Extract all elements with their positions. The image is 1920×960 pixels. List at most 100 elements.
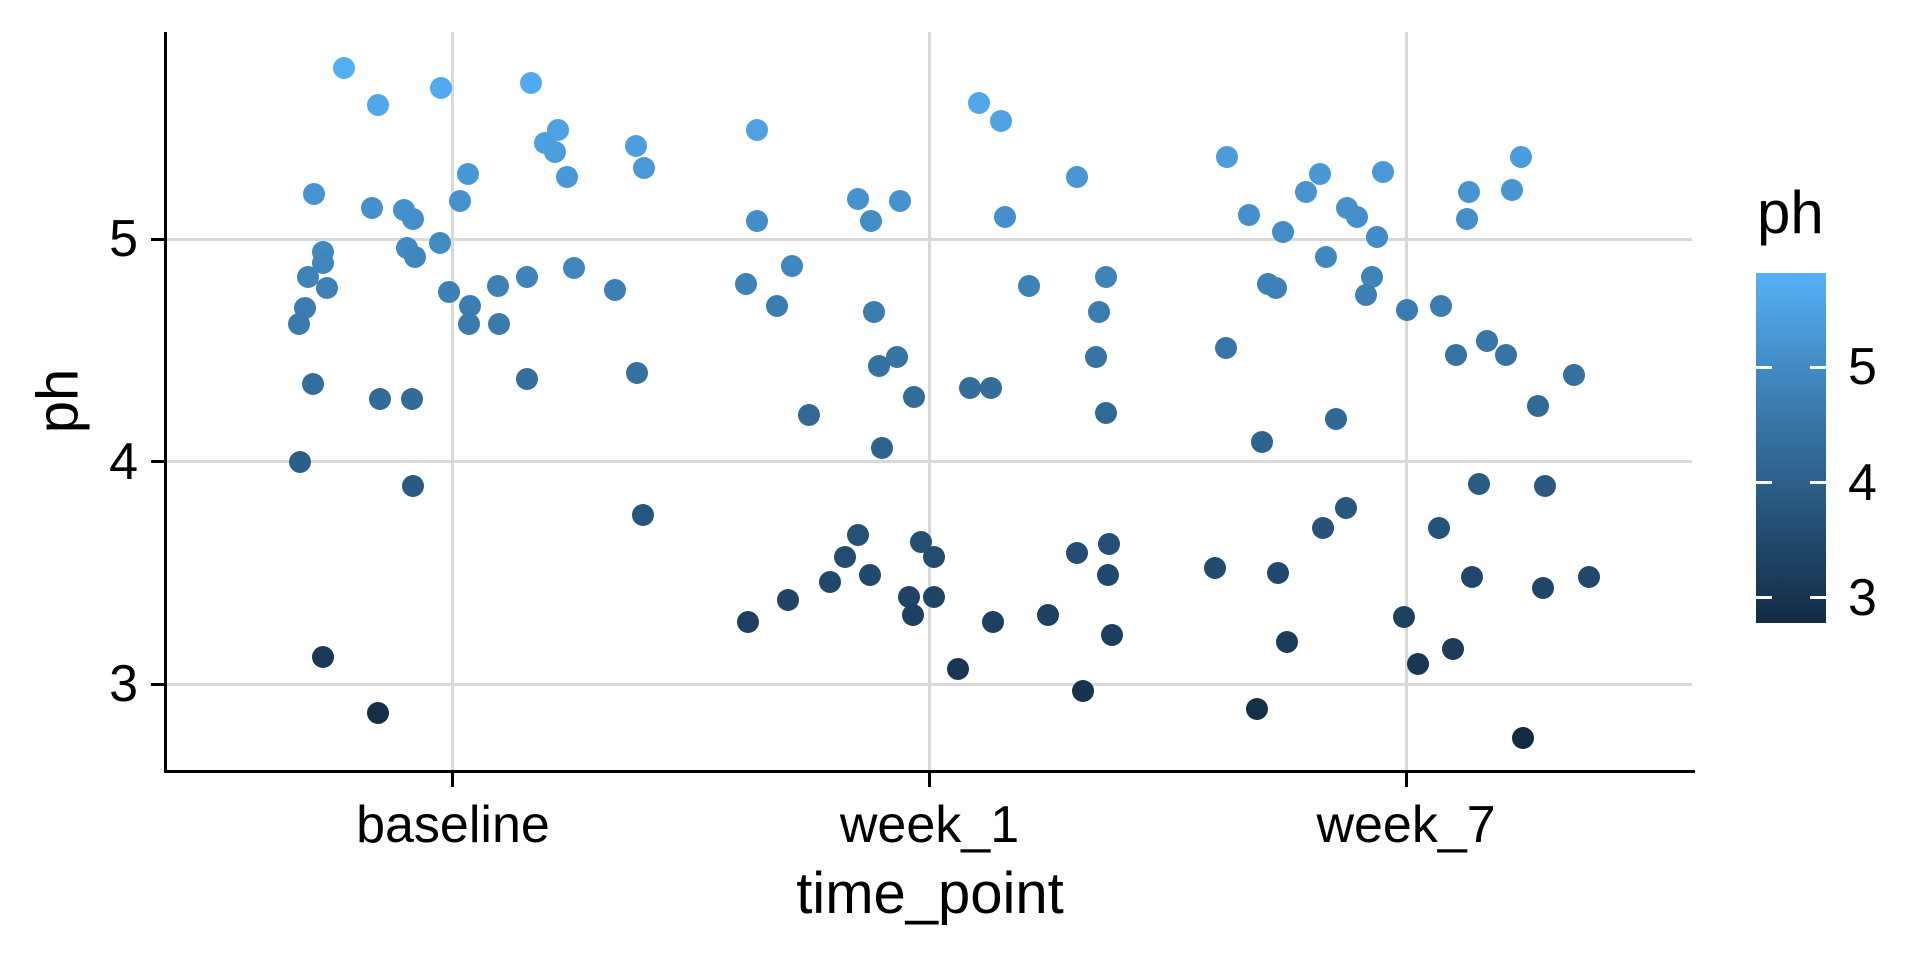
data-point	[923, 586, 946, 609]
data-point	[486, 274, 509, 297]
data-point	[1272, 221, 1295, 244]
legend-tick-mark	[1756, 596, 1772, 600]
data-point	[456, 163, 479, 186]
data-point	[819, 570, 842, 593]
data-point	[312, 252, 335, 275]
legend-tick-mark	[1810, 481, 1826, 485]
data-point	[1095, 401, 1118, 424]
data-point	[889, 190, 912, 213]
data-point	[316, 276, 339, 299]
legend-tick-mark	[1756, 365, 1772, 369]
data-point	[746, 210, 769, 233]
data-point	[1095, 265, 1118, 288]
data-point	[459, 294, 482, 317]
data-point	[515, 368, 538, 391]
data-point	[1246, 697, 1269, 720]
data-point	[401, 207, 424, 230]
x-tick-label: week_1	[839, 796, 1020, 854]
data-point	[1066, 165, 1089, 188]
data-point	[1309, 163, 1332, 186]
data-point	[1365, 225, 1388, 248]
data-point	[1085, 345, 1108, 368]
y-tick-mark	[151, 237, 165, 241]
legend-tick-mark	[1810, 596, 1826, 600]
data-point	[734, 272, 757, 295]
data-point	[1509, 145, 1532, 168]
data-point	[967, 92, 990, 115]
y-axis-title: ph	[25, 368, 91, 434]
data-point	[1457, 181, 1480, 204]
data-point	[562, 256, 585, 279]
data-point	[487, 312, 510, 335]
legend-tick-label: 4	[1848, 453, 1877, 512]
data-point	[862, 301, 885, 324]
data-point	[868, 354, 891, 377]
y-tick-label: 3	[109, 655, 138, 714]
data-point	[1476, 330, 1499, 353]
data-point	[959, 377, 982, 400]
data-point	[859, 564, 882, 587]
data-point	[360, 196, 383, 219]
data-point	[369, 388, 392, 411]
legend-gradient-bar	[1756, 273, 1826, 623]
data-point	[543, 141, 566, 164]
data-point	[400, 388, 423, 411]
data-point	[1511, 726, 1534, 749]
data-point	[990, 110, 1013, 133]
x-axis-title: time_point	[796, 861, 1064, 926]
data-point	[1072, 679, 1095, 702]
data-point	[625, 361, 648, 384]
data-point	[515, 265, 538, 288]
data-point	[1527, 394, 1550, 417]
x-tick-label: week_7	[1316, 796, 1496, 854]
data-point	[1097, 564, 1120, 587]
data-point	[1037, 604, 1060, 627]
data-point	[1562, 363, 1585, 386]
data-point	[1456, 207, 1479, 230]
data-point	[1267, 561, 1290, 584]
data-point	[1355, 283, 1378, 306]
data-point	[1264, 276, 1287, 299]
data-point	[401, 475, 424, 498]
data-point	[1495, 343, 1518, 366]
data-point	[430, 76, 453, 99]
data-point	[1531, 577, 1554, 600]
data-point	[1017, 274, 1040, 297]
data-point	[1251, 430, 1274, 453]
data-point	[449, 190, 472, 213]
data-point	[1066, 541, 1089, 564]
data-point	[1361, 265, 1384, 288]
x-tick-mark	[451, 773, 455, 787]
data-point	[520, 72, 543, 95]
data-point	[302, 372, 325, 395]
data-point	[780, 254, 803, 277]
data-point	[1100, 624, 1123, 647]
data-point	[1088, 301, 1111, 324]
data-point	[798, 403, 821, 426]
data-point	[288, 450, 311, 473]
x-gridline	[451, 32, 455, 771]
data-point	[1335, 497, 1358, 520]
data-point	[1325, 408, 1347, 431]
y-tick-label: 4	[109, 432, 138, 491]
data-point	[946, 657, 969, 680]
data-point	[1315, 245, 1337, 268]
data-point	[367, 702, 390, 725]
legend-tick-label: 5	[1848, 338, 1877, 397]
data-point	[1098, 532, 1121, 555]
data-point	[1429, 294, 1452, 317]
data-point	[624, 134, 647, 157]
data-point	[403, 245, 426, 268]
data-point	[1396, 299, 1419, 322]
data-point	[367, 94, 390, 117]
data-point	[288, 312, 310, 335]
data-point	[923, 546, 946, 569]
data-point	[1238, 203, 1261, 226]
data-point	[632, 156, 655, 179]
x-axis-line	[164, 770, 1695, 773]
data-point	[1467, 472, 1490, 495]
data-point	[1204, 557, 1227, 580]
data-point	[871, 437, 894, 460]
data-point	[860, 210, 883, 233]
